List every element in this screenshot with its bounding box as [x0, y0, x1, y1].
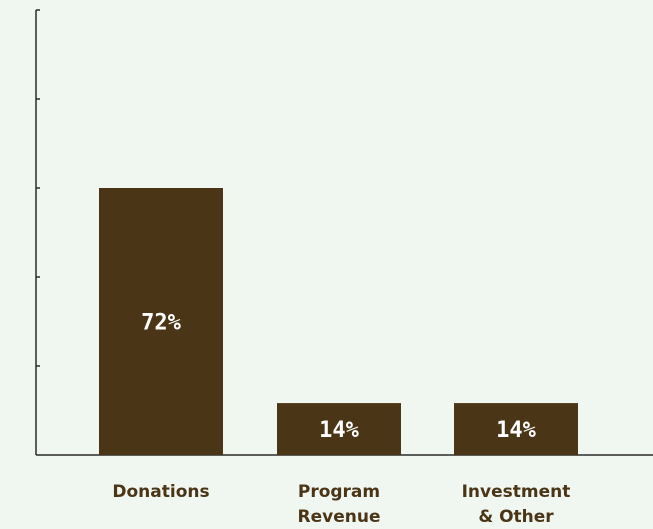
bar	[99, 188, 223, 455]
category-label-line: Program	[298, 482, 380, 502]
bar	[277, 403, 401, 455]
category-label-line: Revenue	[298, 507, 381, 527]
category-label-line: Donations	[112, 482, 209, 502]
category-label: Investment & Other	[462, 482, 571, 527]
y-ticks	[36, 9, 40, 367]
category-labels: Donations Program Revenue Investment & Other	[112, 482, 570, 527]
category-label: Program Revenue	[298, 482, 381, 527]
category-label: Donations	[112, 482, 209, 502]
bar-value-label: 72%	[141, 311, 181, 336]
bars	[99, 188, 578, 455]
category-label-line: & Other	[478, 507, 554, 527]
bar-value-label: 14%	[496, 418, 536, 443]
bar	[454, 403, 578, 455]
bar-value-label: 14%	[319, 418, 359, 443]
category-label-line: Investment	[462, 482, 571, 502]
bar-value-labels: 72% 14% 14%	[141, 311, 536, 444]
